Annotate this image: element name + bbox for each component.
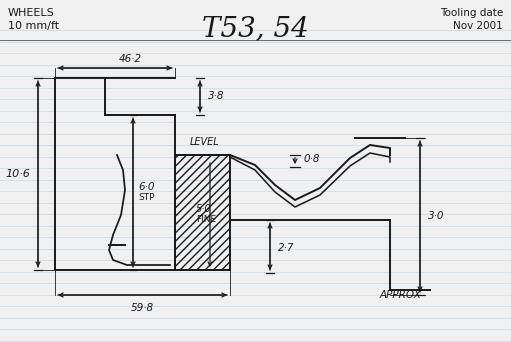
Text: FINE: FINE — [196, 214, 216, 224]
Text: 6·0: 6·0 — [138, 182, 154, 192]
Text: 3·0: 3·0 — [428, 211, 445, 221]
Text: 59·8: 59·8 — [130, 303, 154, 313]
Text: T53, 54: T53, 54 — [202, 15, 308, 42]
Text: WHEELS
10 mm/ft: WHEELS 10 mm/ft — [8, 8, 59, 31]
Text: Tooling date
Nov 2001: Tooling date Nov 2001 — [440, 8, 503, 31]
Text: STP: STP — [138, 194, 154, 202]
Text: 2·7: 2·7 — [278, 243, 294, 253]
Text: APPROX: APPROX — [380, 290, 422, 300]
Text: 46·2: 46·2 — [119, 54, 142, 64]
Text: 5·0: 5·0 — [196, 204, 212, 214]
Text: 0·8: 0·8 — [303, 154, 319, 164]
Text: 3·8: 3·8 — [208, 91, 224, 101]
Text: LEVEL: LEVEL — [190, 137, 220, 147]
Text: 10·6: 10·6 — [6, 169, 31, 179]
Bar — [175, 155, 230, 270]
